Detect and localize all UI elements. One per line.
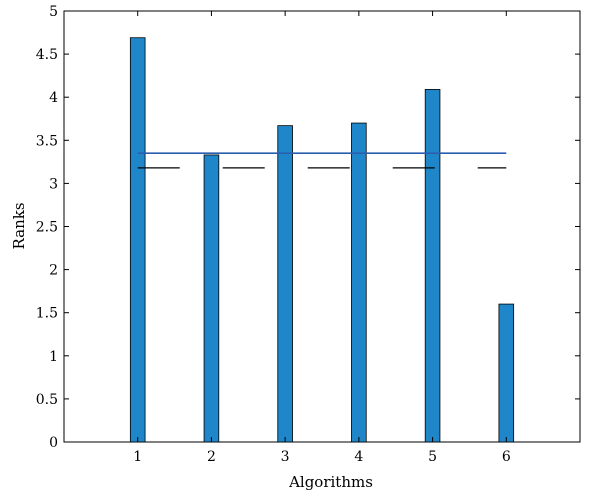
y-tick-label: 2	[49, 263, 58, 279]
y-tick-label: 0.5	[36, 392, 58, 408]
bars	[129, 37, 515, 443]
bar-6	[498, 303, 515, 443]
y-tick-label: 4	[49, 90, 58, 106]
y-tick-label: 3	[49, 176, 58, 192]
bar-4	[351, 122, 367, 443]
bar-5	[424, 89, 441, 443]
y-tick-label: 1.5	[36, 306, 58, 322]
y-tick-label: 2.5	[36, 220, 58, 236]
x-tick-label: 6	[502, 449, 511, 465]
y-axis-ticks: 0 0.5 1 1.5 2 2.5 3 3.5 4 4.5 5	[36, 4, 580, 451]
x-tick-label: 1	[133, 449, 142, 465]
bar-3	[277, 125, 293, 443]
y-tick-label: 0	[49, 435, 58, 451]
bar-2	[203, 154, 220, 443]
y-tick-label: 4.5	[36, 47, 58, 63]
reference-lines	[137, 152, 507, 169]
y-axis-label: Ranks	[10, 202, 28, 249]
y-tick-label: 5	[49, 4, 58, 20]
x-axis-ticks: 1 2 3 4 5 6	[133, 11, 511, 465]
x-axis-label: Algorithms	[288, 473, 373, 491]
x-tick-label: 5	[428, 449, 437, 465]
x-tick-label: 3	[281, 449, 290, 465]
x-tick-label: 4	[354, 449, 363, 465]
bar-1	[129, 37, 146, 443]
y-tick-label: 1	[49, 349, 58, 365]
y-tick-label: 3.5	[36, 133, 58, 149]
x-tick-label: 2	[207, 449, 216, 465]
